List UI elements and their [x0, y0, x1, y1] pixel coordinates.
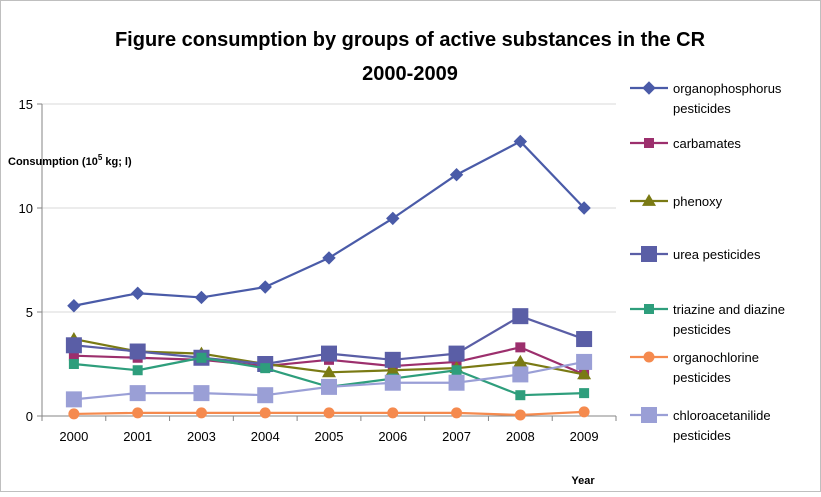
data-point [515, 390, 526, 401]
data-point [579, 388, 590, 399]
x-tick-label: 2001 [123, 429, 152, 444]
legend-item: phenoxy [630, 194, 723, 209]
data-point [132, 407, 144, 419]
data-point [514, 409, 526, 421]
data-point [132, 365, 143, 376]
data-point [576, 331, 593, 348]
data-point [323, 407, 335, 419]
data-point [130, 286, 145, 300]
data-point [384, 351, 401, 368]
legend-label: triazine and diazine [673, 302, 785, 317]
series-6 [65, 353, 593, 408]
legend-marker [642, 194, 656, 206]
legend-marker [644, 138, 654, 148]
legend-label: urea pesticides [673, 247, 761, 262]
x-tick-label: 2007 [442, 429, 471, 444]
data-point [321, 378, 337, 395]
data-point [384, 374, 401, 391]
legend-marker [641, 407, 657, 423]
y-tick-label: 10 [19, 201, 33, 216]
data-point [512, 308, 529, 325]
data-point [194, 290, 209, 305]
y-axis-label: Consumption (105 kg; l) [8, 153, 132, 168]
legend-item: urea pesticides [630, 246, 761, 262]
data-point [260, 363, 271, 374]
data-point [387, 407, 399, 419]
x-axis-label: Year [571, 475, 595, 487]
data-point [448, 374, 465, 391]
data-point [68, 359, 79, 369]
x-tick-label: 2004 [251, 429, 280, 444]
data-point [512, 366, 529, 383]
x-tick-label: 2009 [570, 429, 599, 444]
data-point [322, 365, 336, 378]
data-point [321, 345, 337, 362]
chart-title-line1: Figure consumption by groups of active s… [115, 29, 706, 51]
data-point [129, 385, 146, 402]
data-point [449, 168, 464, 182]
data-point [65, 391, 82, 408]
data-point [322, 251, 336, 265]
series-0 [67, 134, 591, 313]
data-point [258, 280, 272, 294]
legend-item: carbamates [630, 136, 741, 151]
data-point [257, 387, 274, 404]
legend-marker [643, 351, 655, 363]
data-point [515, 342, 526, 353]
x-tick-label: 2000 [59, 429, 88, 444]
x-tick-label: 2005 [315, 429, 344, 444]
data-point [451, 407, 463, 419]
x-tick-label: 2003 [187, 429, 216, 444]
data-point [577, 367, 592, 380]
data-point [195, 407, 207, 419]
data-point [386, 211, 400, 226]
data-point [385, 363, 400, 376]
legend-label: carbamates [673, 136, 741, 151]
legend-label: pesticides [673, 101, 731, 116]
data-point [513, 134, 528, 149]
data-point [578, 406, 590, 418]
legend-item: organophosphorus pesticides [630, 81, 782, 116]
legend-label: pesticides [673, 322, 731, 337]
series-5 [68, 406, 590, 421]
series-3 [65, 308, 593, 372]
data-point [68, 350, 79, 361]
data-point [576, 353, 593, 370]
x-tick-label: 2008 [506, 429, 535, 444]
legend-item: triazine and diazine pesticides [630, 302, 785, 337]
x-tick-label: 2006 [378, 429, 407, 444]
y-tick-label: 0 [26, 409, 33, 424]
legend-label: pesticides [673, 370, 731, 385]
data-point [451, 365, 462, 376]
legend-label: organochlorine [673, 350, 759, 365]
data-point [129, 343, 146, 360]
data-point [65, 337, 82, 354]
legend: organophosphorus pesticides carbamates phen… [630, 81, 785, 443]
data-point [513, 354, 528, 367]
legend-marker [644, 304, 654, 314]
data-point [68, 408, 80, 420]
data-point [259, 407, 271, 419]
legend-label: organophosphorus [673, 81, 782, 96]
data-point [193, 385, 210, 402]
legend-label: pesticides [673, 428, 731, 443]
y-tick-label: 5 [26, 305, 33, 320]
legend-label: phenoxy [673, 194, 723, 209]
legend-marker [641, 246, 657, 262]
legend-item: organochlorine pesticides [630, 350, 759, 385]
data-point [196, 352, 207, 363]
data-point [67, 299, 81, 313]
chart-title-line2: 2000-2009 [362, 63, 458, 85]
legend-item: chloroacetanilide pesticides [630, 407, 771, 443]
legend-marker [642, 81, 656, 95]
data-point [577, 201, 591, 215]
series [65, 134, 593, 421]
data-point [448, 345, 465, 362]
y-tick-label: 15 [19, 97, 33, 112]
legend-label: chloroacetanilide [673, 408, 771, 423]
